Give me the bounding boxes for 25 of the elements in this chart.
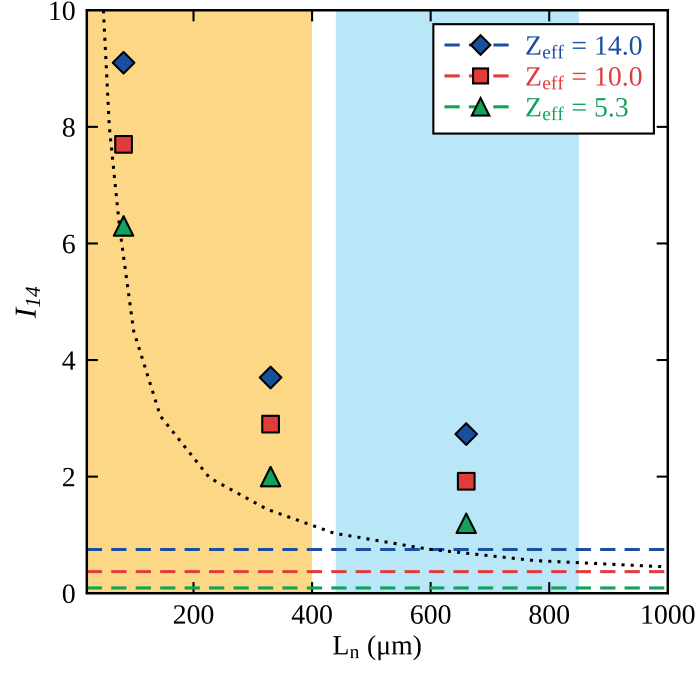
y-tick-label: 10 (50, 1, 75, 20)
y-axis-title: I$_{14}$ (16, 286, 40, 318)
x-axis-title: L$_{n}$ (μm) (333, 635, 421, 660)
point (112, 50, 136, 75)
point (261, 414, 280, 434)
point (454, 422, 478, 446)
x-tick-label: 800 (529, 605, 570, 624)
x-tick-label: 400 (292, 605, 332, 624)
legend-label: Z$_{eff}$ = 10.0 (526, 67, 642, 90)
point (258, 366, 282, 390)
x-tick-label: 200 (174, 605, 214, 624)
point (456, 472, 476, 491)
legend-label: Z$_{eff}$ = 5.3 (526, 98, 628, 120)
y-tick-label: 4 (62, 351, 76, 370)
y-tick-label: 0 (62, 584, 75, 604)
x-tick-label: 600 (411, 605, 450, 624)
point (455, 512, 477, 534)
point (112, 215, 134, 237)
y-tick-label: 8 (62, 118, 75, 137)
y-tick-label: 6 (62, 234, 75, 254)
legend-label: Z$_{eff}$ = 14.0 (526, 36, 642, 59)
x-tick-label: 1000 (642, 605, 695, 624)
point (260, 466, 282, 488)
y-tick-label: 2 (63, 468, 74, 486)
point (114, 134, 133, 154)
